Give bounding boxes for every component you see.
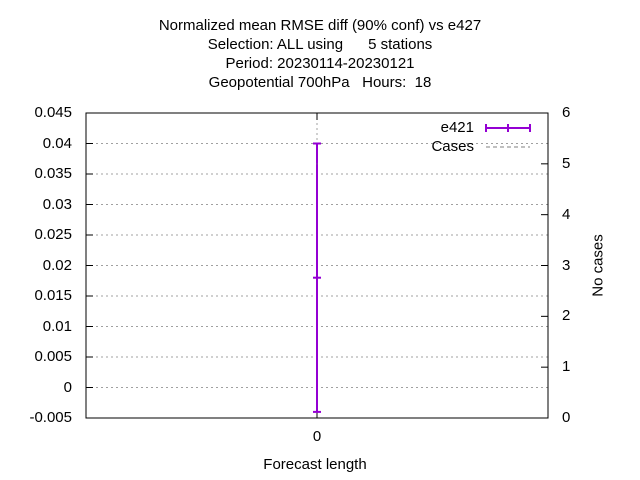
y2-tick-label: 6 xyxy=(562,104,571,121)
y2-tick-label: 3 xyxy=(562,256,571,274)
y-tick-label: 0.015 xyxy=(34,287,72,304)
y-tick-label: 0.01 xyxy=(42,317,72,335)
title-line-0: Normalized mean RMSE diff (90% conf) vs … xyxy=(158,17,482,34)
legend-label-e421: e421 xyxy=(440,119,474,136)
series-layer xyxy=(313,142,321,413)
y-tick-label: 0.03 xyxy=(42,195,72,213)
title-line-1: Selection: ALL using 5 stations xyxy=(207,36,433,53)
title-line-3: Geopotential 700hPa Hours: 18 xyxy=(208,74,432,91)
x-axis-label: Forecast length xyxy=(263,456,367,473)
axis-ticks xyxy=(86,112,548,419)
y-tick-label: 0 xyxy=(63,378,72,396)
y2-tick-label: 0 xyxy=(562,409,571,426)
y2-tick-label: 4 xyxy=(562,205,571,223)
y2-tick-label: 2 xyxy=(562,307,571,325)
legend-label-cases: Cases xyxy=(431,138,474,155)
point-cases xyxy=(316,163,318,165)
y-tick-label: -0.005 xyxy=(29,409,72,426)
y-tick-label: 0.04 xyxy=(42,134,72,152)
y2-axis-label: No cases xyxy=(589,233,607,297)
y-tick-label: 0.045 xyxy=(34,104,72,121)
legend-samples xyxy=(485,124,531,148)
x-tick-label: 0 xyxy=(312,428,322,445)
y2-tick-label: 5 xyxy=(562,154,571,172)
y-tick-label: 0.035 xyxy=(34,165,72,182)
y-tick-label: 0.02 xyxy=(42,256,72,274)
y-tick-label: 0.025 xyxy=(34,226,72,243)
y-tick-label: 0.005 xyxy=(34,348,72,365)
title-line-2: Period: 20230114-20230121 xyxy=(225,55,415,72)
y2-tick-label: 1 xyxy=(562,358,571,376)
